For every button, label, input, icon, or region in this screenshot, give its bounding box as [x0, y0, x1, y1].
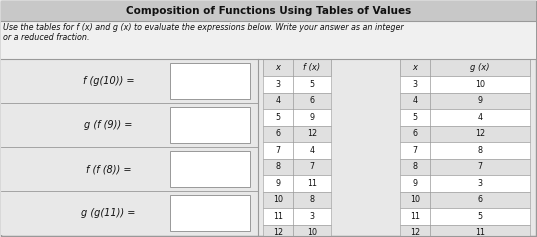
Text: x: x	[412, 63, 417, 72]
Text: 7: 7	[412, 146, 418, 155]
Bar	[263, 109, 331, 126]
Bar	[400, 159, 530, 175]
Bar	[263, 76, 331, 92]
Bar	[400, 92, 530, 109]
Text: 3: 3	[309, 212, 315, 221]
Text: 9: 9	[477, 96, 483, 105]
Bar	[1, 191, 258, 235]
Bar	[400, 175, 530, 191]
Bar	[1, 147, 258, 191]
Text: 11: 11	[410, 212, 420, 221]
Text: 5: 5	[309, 80, 315, 89]
Text: 6: 6	[275, 129, 280, 138]
Text: 6: 6	[309, 96, 315, 105]
Bar	[1, 1, 536, 21]
Text: 12: 12	[475, 129, 485, 138]
Text: or a reduced fraction.: or a reduced fraction.	[3, 33, 90, 42]
Bar	[263, 126, 331, 142]
Bar	[263, 175, 331, 191]
Text: 6: 6	[477, 195, 483, 204]
Bar	[263, 208, 331, 224]
Text: 9: 9	[412, 179, 418, 188]
Text: 7: 7	[477, 162, 483, 171]
Text: g (g(11)) =: g (g(11)) =	[81, 208, 135, 218]
Text: 9: 9	[275, 179, 280, 188]
Bar	[170, 63, 250, 99]
Bar	[170, 151, 250, 187]
Bar	[170, 195, 250, 231]
Text: 6: 6	[412, 129, 417, 138]
Text: 7: 7	[275, 146, 280, 155]
Text: 10: 10	[307, 228, 317, 237]
Text: 8: 8	[309, 195, 315, 204]
Text: 12: 12	[273, 228, 283, 237]
Text: Composition of Functions Using Tables of Values: Composition of Functions Using Tables of…	[126, 6, 411, 16]
Bar	[400, 59, 530, 76]
Text: 8: 8	[275, 162, 280, 171]
Text: 4: 4	[412, 96, 417, 105]
Text: 12: 12	[410, 228, 420, 237]
Text: g (x): g (x)	[470, 63, 490, 72]
Bar	[1, 103, 258, 147]
Text: 8: 8	[477, 146, 483, 155]
Bar	[400, 191, 530, 208]
Text: 3: 3	[477, 179, 483, 188]
Bar	[400, 142, 530, 159]
Text: 5: 5	[275, 113, 280, 122]
Bar	[1, 59, 258, 103]
Text: 9: 9	[309, 113, 315, 122]
Bar	[400, 109, 530, 126]
Bar	[263, 59, 331, 76]
Bar	[400, 76, 530, 92]
Text: 5: 5	[477, 212, 483, 221]
Text: 3: 3	[412, 80, 417, 89]
Bar	[1, 21, 536, 59]
Text: 11: 11	[475, 228, 485, 237]
Text: 3: 3	[275, 80, 280, 89]
Bar	[263, 142, 331, 159]
Text: f (g(10)) =: f (g(10)) =	[83, 76, 134, 86]
Text: 7: 7	[309, 162, 315, 171]
Bar	[263, 92, 331, 109]
Text: 10: 10	[410, 195, 420, 204]
Text: 11: 11	[307, 179, 317, 188]
Text: 12: 12	[307, 129, 317, 138]
Text: 4: 4	[309, 146, 315, 155]
Bar	[170, 107, 250, 143]
Text: g (f (9)) =: g (f (9)) =	[84, 120, 133, 130]
Bar	[263, 159, 331, 175]
Text: 4: 4	[477, 113, 483, 122]
Text: x: x	[275, 63, 280, 72]
Text: 5: 5	[412, 113, 418, 122]
Bar	[263, 191, 331, 208]
Text: 11: 11	[273, 212, 283, 221]
Text: 4: 4	[275, 96, 280, 105]
Text: 10: 10	[273, 195, 283, 204]
Text: f (x): f (x)	[303, 63, 321, 72]
Text: 8: 8	[412, 162, 417, 171]
Bar	[400, 126, 530, 142]
Text: f (f (8)) =: f (f (8)) =	[85, 164, 131, 174]
Bar	[263, 224, 331, 237]
Bar	[400, 208, 530, 224]
Text: 10: 10	[475, 80, 485, 89]
Bar	[400, 224, 530, 237]
Text: Use the tables for f (x) and g (x) to evaluate the expressions below. Write your: Use the tables for f (x) and g (x) to ev…	[3, 23, 404, 32]
